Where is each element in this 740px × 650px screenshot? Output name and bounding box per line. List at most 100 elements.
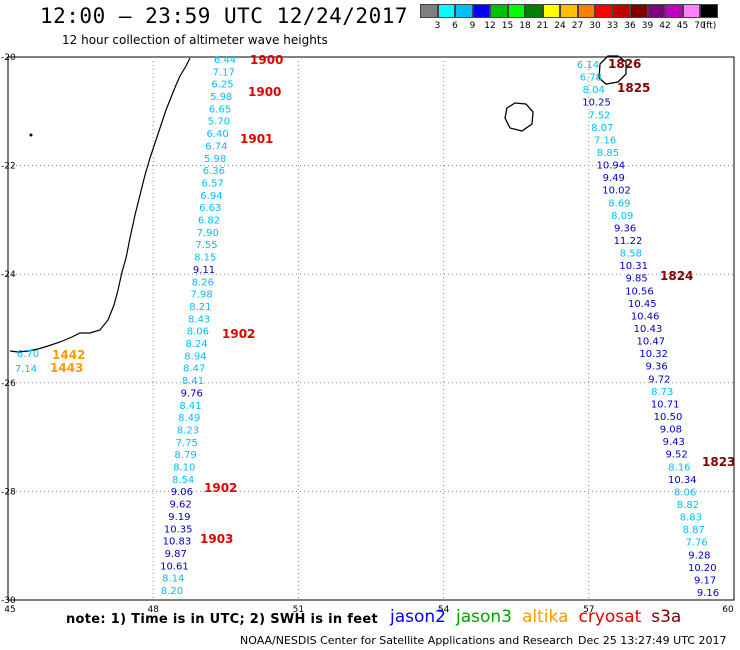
pass-time-label: 1902	[204, 481, 237, 495]
legend-swatch	[560, 4, 578, 18]
wave-height-value-east: 8.09	[611, 211, 633, 222]
pass-time-label: 1823	[702, 455, 735, 469]
wave-height-value-east: 10.45	[628, 299, 657, 310]
pass-time-label: 1903	[200, 532, 233, 546]
wave-height-value-east: 9.28	[688, 550, 710, 561]
wave-height-value-altika: 6.70	[17, 349, 39, 360]
madagascar-coastline	[9, 57, 191, 353]
wave-height-value-east: 9.17	[694, 575, 716, 586]
legend-label: 27	[571, 21, 584, 31]
wave-height-value-east: 8.85	[597, 148, 619, 159]
pass-time-label: 1442	[52, 348, 85, 362]
wave-height-value-east: 9.52	[665, 450, 687, 461]
legend-label: 33	[606, 21, 619, 31]
wave-height-value-east: 9.43	[663, 437, 685, 448]
wave-height-value-east: 10.20	[688, 563, 717, 574]
wave-height-value-east: 10.25	[582, 98, 611, 109]
wave-height-value-east: 10.02	[602, 186, 631, 197]
wave-height-value-east: 6.14	[577, 60, 599, 71]
lon-tick-label: 51	[293, 605, 304, 615]
wave-height-value-west: 10.35	[164, 524, 193, 535]
wave-height-value-west: 7.55	[195, 240, 217, 251]
wave-height-value-west: 6.57	[202, 178, 224, 189]
wave-height-value-west: 8.14	[162, 574, 184, 585]
satellite-name-s3a: s3a	[651, 607, 682, 627]
wave-height-value-east: 10.47	[637, 337, 666, 348]
legend-label: 36	[624, 21, 636, 31]
wave-height-value-east: 9.85	[625, 274, 647, 285]
legend-label: 15	[501, 21, 514, 31]
wave-height-value-west: 6.74	[205, 141, 227, 152]
reunion-island	[504, 102, 534, 132]
legend-label: 12	[484, 21, 496, 31]
lat-tick-label: -24	[1, 270, 16, 280]
lon-tick-label: 45	[4, 605, 15, 615]
lat-lon-grid	[8, 57, 734, 600]
pass-time-label: 1824	[660, 269, 693, 283]
wave-height-value-east: 8.82	[677, 500, 699, 511]
wave-height-value-west: 7.75	[176, 438, 198, 449]
legend-label: 39	[641, 21, 654, 31]
pass-time-label: 1900	[250, 53, 283, 67]
axis-tick-labels: 45 48 51 54 57 60 -20 -22 -24 -26 -28 -30	[1, 53, 734, 615]
wave-height-value-west: 8.10	[173, 463, 195, 474]
legend-swatch	[630, 4, 648, 18]
wave-height-value-east: 10.46	[631, 311, 660, 322]
generated-timestamp: Dec 25 13:27:49 UTC 2017	[578, 634, 727, 647]
lon-tick-label: 54	[438, 605, 450, 615]
wave-height-value-west: 8.47	[183, 364, 205, 375]
wave-height-value-east: 8.04	[583, 85, 605, 96]
wave-height-value-west: 10.61	[160, 561, 189, 572]
legend-label: 18	[519, 21, 531, 31]
legend-label: 70	[694, 21, 706, 31]
satellite-legend: jason2 jason3 altika cryosat s3a	[390, 607, 691, 627]
pass-time-label: 1825	[617, 81, 650, 95]
satellite-name-altika: altika	[522, 607, 569, 627]
credit-line: NOAA/NESDIS Center for Satellite Applica…	[240, 634, 574, 647]
wave-height-value-east: 11.22	[614, 236, 643, 247]
legend-swatch	[577, 4, 595, 18]
wave-height-value-west: 8.94	[184, 351, 206, 362]
satellite-name-cryosat: cryosat	[578, 607, 642, 627]
wave-height-value-west: 9.06	[171, 487, 193, 498]
legend-label: 45	[676, 21, 689, 31]
satellite-name-jason2: jason2	[390, 607, 446, 627]
wave-height-value-east: 9.16	[697, 588, 719, 599]
pass-time-label: 1902	[222, 327, 255, 341]
wave-height-value-west: 5.98	[210, 92, 232, 103]
wave-height-value-east: 8.87	[683, 525, 705, 536]
wave-height-value-east: 10.56	[625, 286, 654, 297]
legend-label: (ft)	[702, 21, 717, 31]
wave-height-value-west: 6.65	[209, 104, 231, 115]
wave-height-value-east: 10.32	[639, 349, 668, 360]
wave-height-value-west: 9.19	[168, 512, 190, 523]
wave-height-value-west: 9.76	[181, 388, 203, 399]
wave-height-value-west: 6.25	[211, 80, 233, 91]
lon-tick-label: 57	[583, 605, 594, 615]
lat-tick-label: -30	[1, 596, 16, 606]
legend-swatch	[437, 4, 455, 18]
legend-swatch	[472, 4, 490, 18]
legend-swatch	[700, 4, 718, 18]
wave-height-value-east: 10.43	[634, 324, 663, 335]
wave-height-value-west: 9.11	[193, 265, 215, 276]
wave-height-value-west: 5.70	[208, 117, 230, 128]
legend-label: 3	[434, 21, 441, 31]
wave-height-value-west: 8.24	[186, 339, 208, 350]
pass-time-label: 1826	[608, 57, 641, 71]
wave-height-value-east: 10.94	[597, 161, 626, 172]
wave-height-value-west: 8.79	[174, 450, 196, 461]
wave-height-value-west: 7.17	[213, 67, 235, 78]
wave-height-value-west: 8.21	[189, 302, 211, 313]
color-scale-labels: 3 6 9 12 15 18 21 24 27 30 33 36 39 42 45 70 (ft)	[420, 21, 740, 35]
lon-tick-label: 48	[147, 605, 159, 615]
legend-swatch	[490, 4, 508, 18]
pass-time-label: 1901	[240, 132, 273, 146]
color-scale-legend	[420, 4, 718, 18]
wave-height-value-east: 8.58	[620, 249, 642, 260]
wave-height-value-west: 6.40	[206, 129, 228, 140]
wave-height-value-west: 8.43	[188, 314, 210, 325]
wave-height-value-west: 6.44	[214, 55, 236, 66]
wave-height-value-east: 9.49	[603, 173, 625, 184]
